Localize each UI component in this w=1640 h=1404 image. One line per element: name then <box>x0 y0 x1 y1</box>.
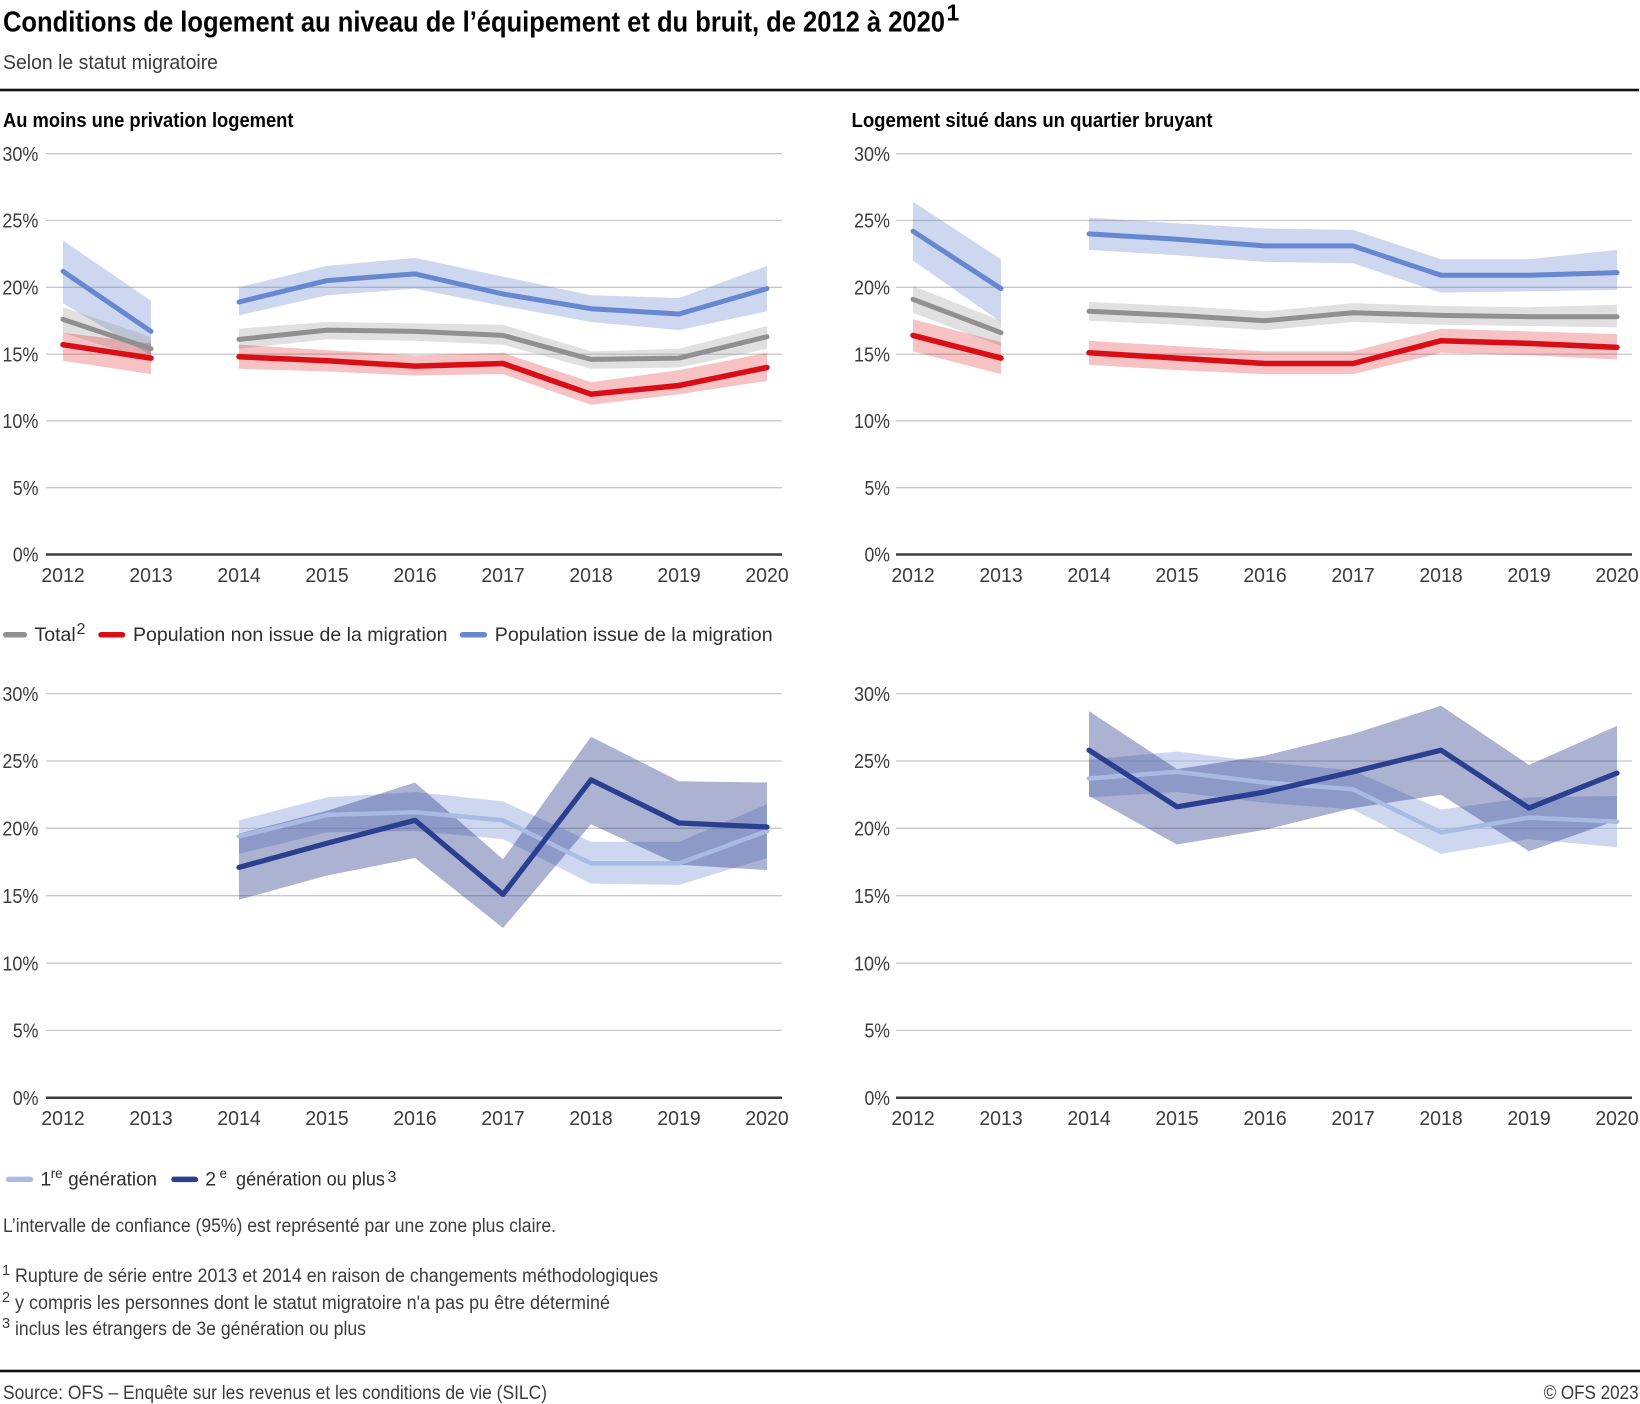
svg-text:Population non issue de la mig: Population non issue de la migration <box>133 624 447 646</box>
svg-text:2017: 2017 <box>481 565 524 587</box>
svg-text:25%: 25% <box>2 211 38 233</box>
svg-text:15%: 15% <box>854 344 890 366</box>
svg-text:1: 1 <box>40 1169 51 1191</box>
svg-text:2018: 2018 <box>569 1108 612 1130</box>
svg-text:e: e <box>220 1166 228 1181</box>
svg-text:Rupture de série entre 2013 et: Rupture de série entre 2013 et 2014 en r… <box>15 1266 658 1287</box>
svg-text:2015: 2015 <box>1155 565 1198 587</box>
svg-text:0%: 0% <box>13 545 39 567</box>
svg-text:2014: 2014 <box>217 565 260 587</box>
svg-text:L’intervalle de confiance (95%: L’intervalle de confiance (95%) est repr… <box>3 1216 556 1237</box>
svg-text:2020: 2020 <box>745 1108 788 1130</box>
svg-text:2016: 2016 <box>1243 565 1286 587</box>
svg-text:Population issue de la migrati: Population issue de la migration <box>495 624 773 646</box>
svg-text:2013: 2013 <box>979 1108 1022 1130</box>
svg-text:25%: 25% <box>2 751 38 773</box>
svg-text:5%: 5% <box>865 1021 891 1043</box>
svg-text:10%: 10% <box>2 411 38 433</box>
svg-text:25%: 25% <box>854 751 890 773</box>
svg-text:2015: 2015 <box>305 565 348 587</box>
svg-text:2020: 2020 <box>745 565 788 587</box>
svg-text:2014: 2014 <box>1067 1108 1110 1130</box>
svg-text:2013: 2013 <box>979 565 1022 587</box>
svg-text:2013: 2013 <box>129 1108 172 1130</box>
svg-text:30%: 30% <box>854 684 890 706</box>
svg-text:2019: 2019 <box>657 565 700 587</box>
svg-text:20%: 20% <box>854 819 890 841</box>
svg-text:2020: 2020 <box>1595 1108 1638 1130</box>
svg-text:30%: 30% <box>2 684 38 706</box>
svg-text:Logement situé dans un quartie: Logement situé dans un quartier bruyant <box>852 110 1213 132</box>
svg-text:2016: 2016 <box>1243 1108 1286 1130</box>
svg-text:Conditions de logement au nive: Conditions de logement au niveau de l’éq… <box>3 7 945 39</box>
svg-text:20%: 20% <box>2 278 38 300</box>
svg-text:2018: 2018 <box>1419 565 1462 587</box>
svg-text:2012: 2012 <box>41 565 84 587</box>
svg-text:2012: 2012 <box>41 1108 84 1130</box>
svg-text:2014: 2014 <box>217 1108 260 1130</box>
svg-text:5%: 5% <box>13 1021 39 1043</box>
svg-text:30%: 30% <box>854 144 890 166</box>
svg-text:10%: 10% <box>854 953 890 975</box>
svg-text:3: 3 <box>2 1316 10 1332</box>
svg-text:2016: 2016 <box>393 1108 436 1130</box>
svg-text:15%: 15% <box>2 886 38 908</box>
svg-text:Source: OFS – Enquête sur les: Source: OFS – Enquête sur les revenus et… <box>3 1383 547 1404</box>
svg-text:2020: 2020 <box>1595 565 1638 587</box>
svg-text:5%: 5% <box>13 478 39 500</box>
svg-text:2012: 2012 <box>891 565 934 587</box>
svg-text:0%: 0% <box>865 1088 891 1110</box>
svg-text:10%: 10% <box>854 411 890 433</box>
svg-text:25%: 25% <box>854 211 890 233</box>
svg-text:2013: 2013 <box>129 565 172 587</box>
svg-text:2016: 2016 <box>393 565 436 587</box>
svg-text:0%: 0% <box>865 545 891 567</box>
svg-text:30%: 30% <box>2 144 38 166</box>
svg-text:2019: 2019 <box>1507 565 1550 587</box>
svg-text:0%: 0% <box>13 1088 39 1110</box>
svg-text:2012: 2012 <box>891 1108 934 1130</box>
svg-text:inclus les étrangers de 3e gén: inclus les étrangers de 3e génération ou… <box>15 1319 366 1340</box>
svg-text:2017: 2017 <box>481 1108 524 1130</box>
svg-text:2014: 2014 <box>1067 565 1110 587</box>
svg-text:y compris les personnes dont l: y compris les personnes dont le statut m… <box>15 1293 610 1314</box>
svg-text:re: re <box>51 1166 63 1181</box>
svg-text:20%: 20% <box>854 278 890 300</box>
svg-text:15%: 15% <box>2 344 38 366</box>
svg-text:2: 2 <box>2 1290 10 1306</box>
svg-text:Total: Total <box>35 624 76 646</box>
svg-text:2015: 2015 <box>305 1108 348 1130</box>
svg-text:2: 2 <box>205 1169 216 1191</box>
svg-text:Selon le statut migratoire: Selon le statut migratoire <box>3 52 218 74</box>
svg-text:3: 3 <box>388 1169 397 1186</box>
svg-text:2018: 2018 <box>569 565 612 587</box>
svg-text:génération: génération <box>68 1169 157 1191</box>
svg-text:2019: 2019 <box>1507 1108 1550 1130</box>
svg-text:© OFS 2023: © OFS 2023 <box>1544 1383 1639 1404</box>
svg-text:2018: 2018 <box>1419 1108 1462 1130</box>
svg-text:1: 1 <box>2 1263 10 1279</box>
svg-text:15%: 15% <box>854 886 890 908</box>
svg-text:Au moins une privation logemen: Au moins une privation logement <box>3 110 294 132</box>
svg-text:2017: 2017 <box>1331 565 1374 587</box>
svg-text:1: 1 <box>947 0 960 26</box>
svg-text:2017: 2017 <box>1331 1108 1374 1130</box>
svg-text:2: 2 <box>77 621 86 638</box>
svg-text:20%: 20% <box>2 819 38 841</box>
svg-text:2015: 2015 <box>1155 1108 1198 1130</box>
svg-text:5%: 5% <box>865 478 891 500</box>
svg-text:10%: 10% <box>2 953 38 975</box>
svg-text:génération ou plus: génération ou plus <box>236 1169 385 1191</box>
svg-text:2019: 2019 <box>657 1108 700 1130</box>
